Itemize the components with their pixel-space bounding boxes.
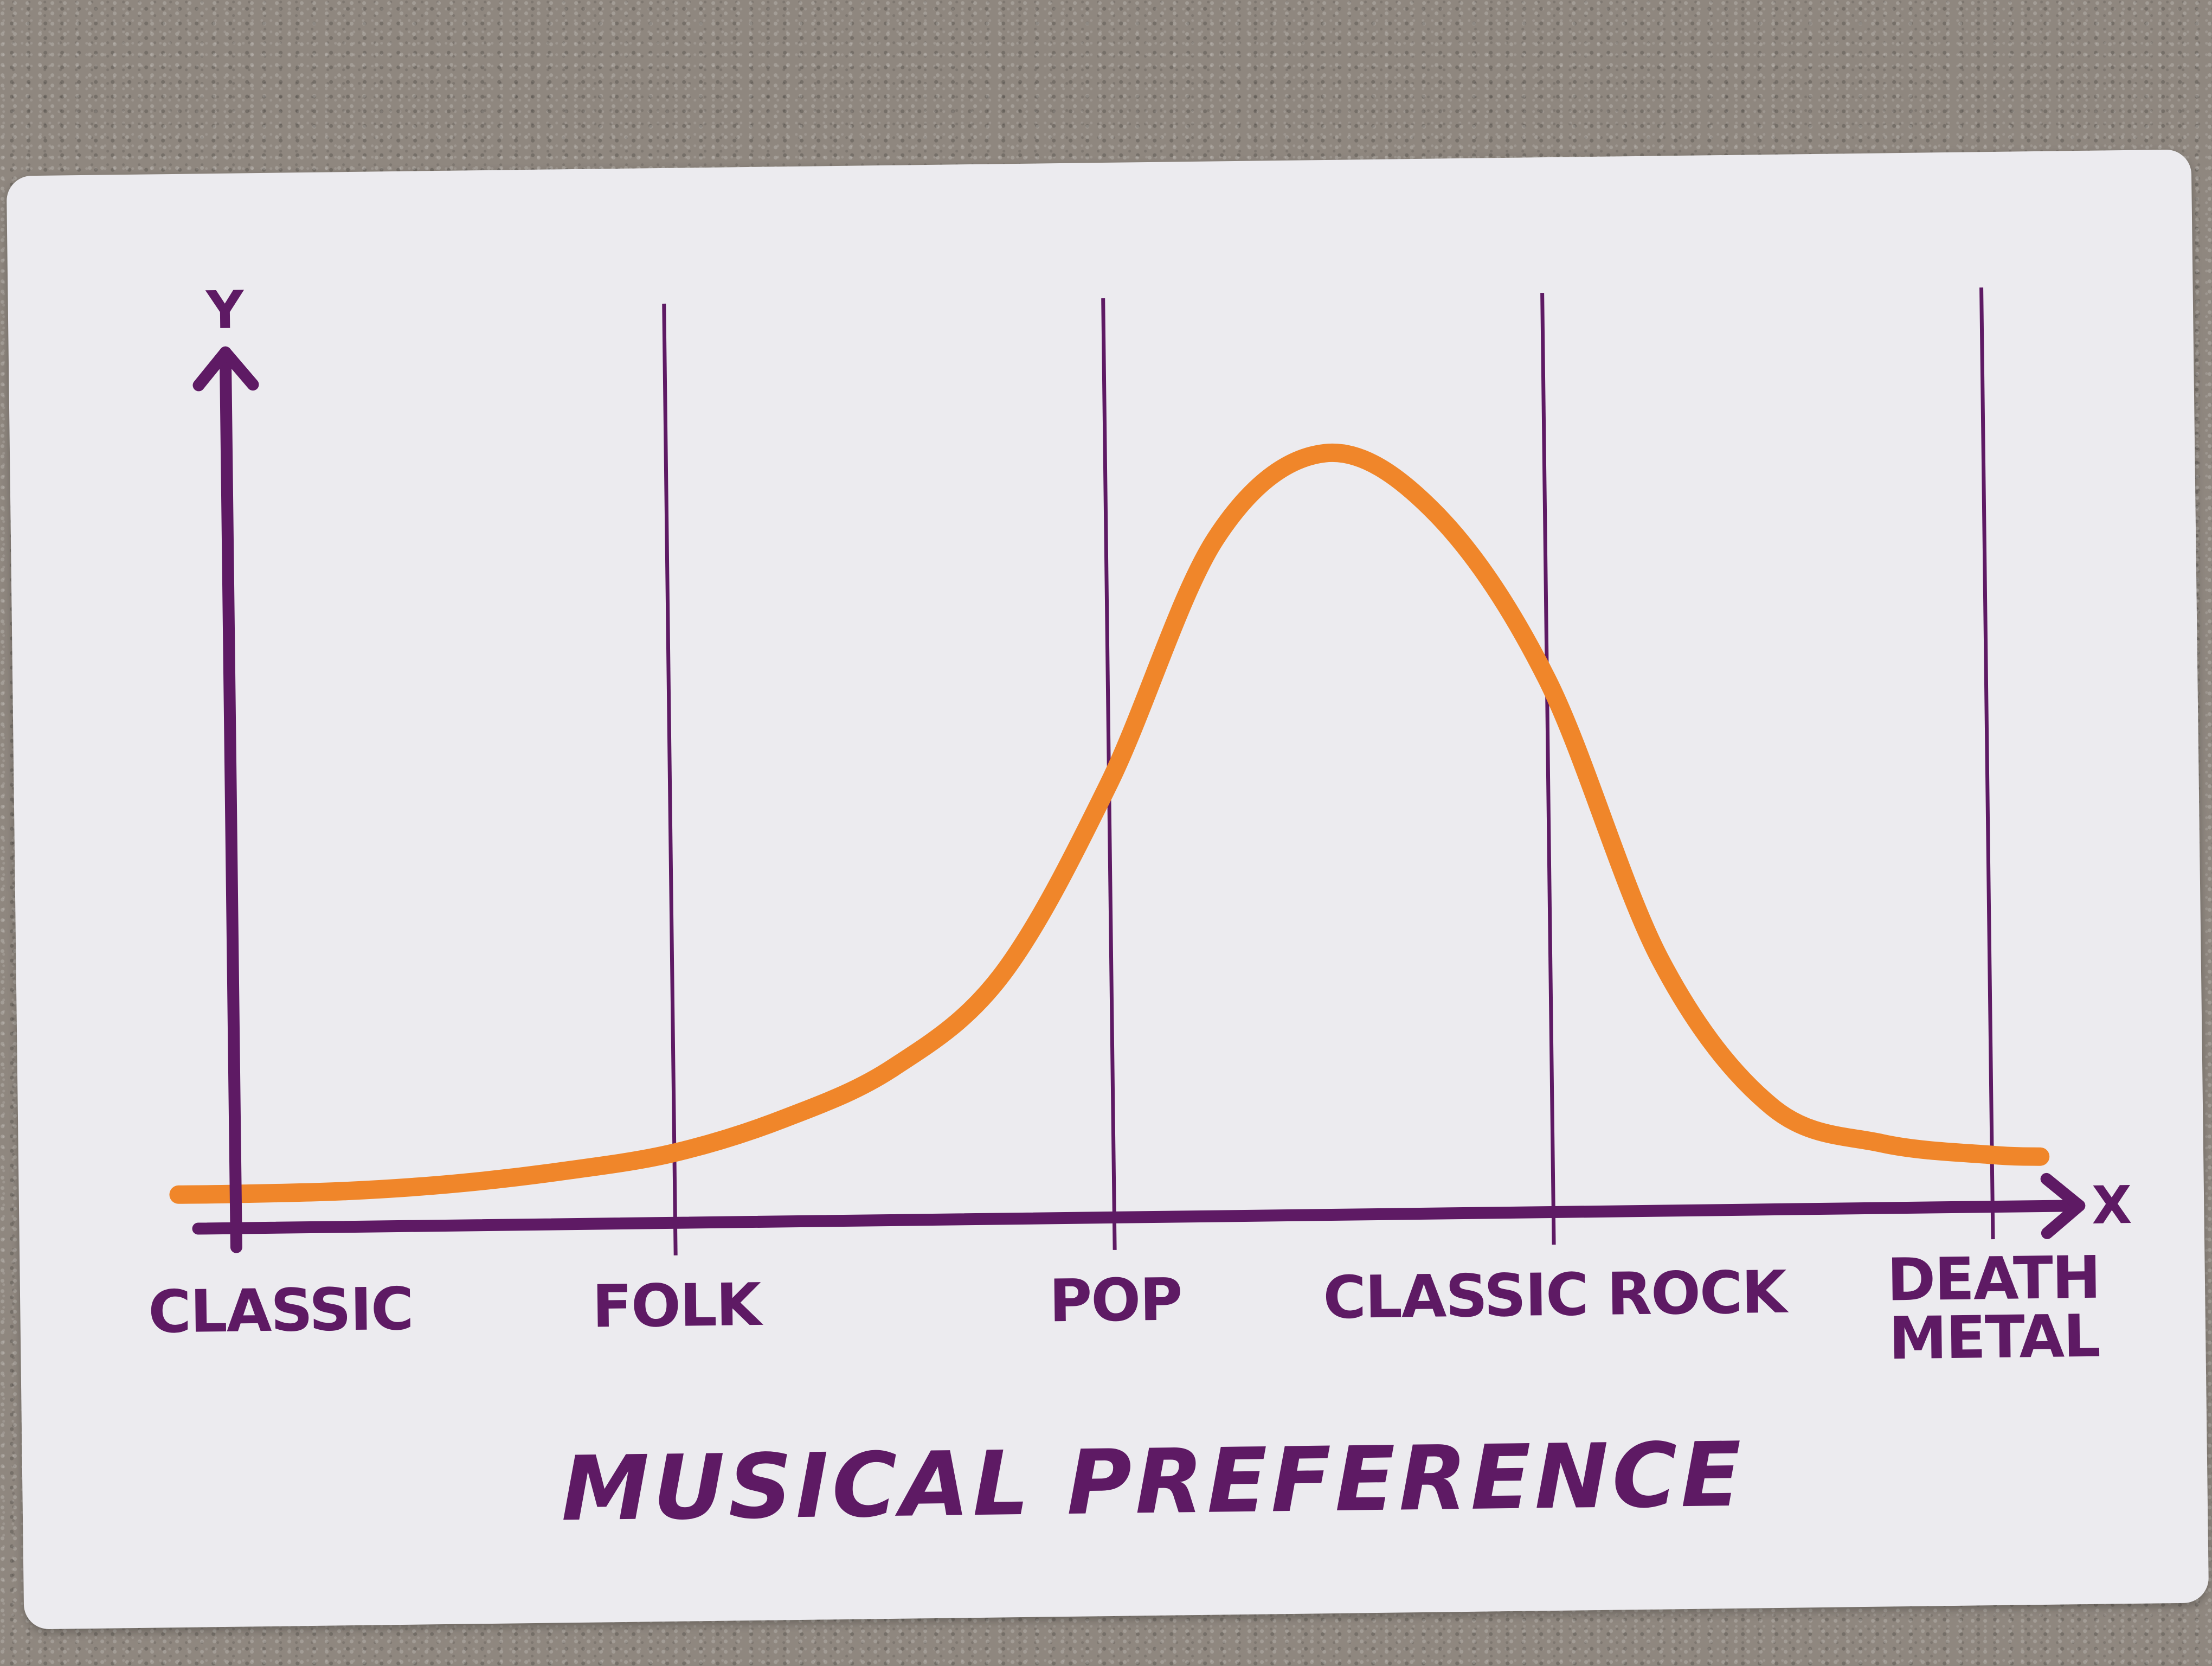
axes: Y X xyxy=(192,279,2132,1253)
y-axis-arrow-icon xyxy=(192,346,259,392)
x-axis-label: X xyxy=(2092,1175,2132,1236)
y-axis-line xyxy=(219,346,242,1253)
category-line-folk xyxy=(662,303,678,1255)
tick-label-classic: CLASSIC xyxy=(148,1276,413,1347)
x-axis-arrow-icon xyxy=(2040,1172,2086,1239)
preference-curve xyxy=(169,443,2050,1204)
chart-card: Y X CLASSIC FOLK POP CLASSIC ROCK DEATHMETAL… xyxy=(6,149,2209,1630)
y-axis-label: Y xyxy=(205,279,245,341)
x-tick-labels: CLASSIC FOLK POP CLASSIC ROCK DEATHMETAL xyxy=(148,1244,2101,1373)
category-line-classic-rock xyxy=(1540,293,1556,1245)
tick-label-folk: FOLK xyxy=(592,1271,764,1341)
tick-label-classic-rock: CLASSIC ROCK xyxy=(1323,1259,1789,1332)
x-axis-line xyxy=(192,1200,2086,1235)
tick-label-death-metal: DEATHMETAL xyxy=(1887,1244,2101,1373)
bell-curve-chart: Y X CLASSIC FOLK POP CLASSIC ROCK DEATHMETAL… xyxy=(148,279,2132,1541)
category-lines xyxy=(662,287,1995,1255)
tick-label-pop: POP xyxy=(1049,1266,1182,1335)
category-line-death-metal xyxy=(1979,287,1995,1240)
chart-title: MUSICAL PREFERENCE xyxy=(561,1423,1745,1541)
